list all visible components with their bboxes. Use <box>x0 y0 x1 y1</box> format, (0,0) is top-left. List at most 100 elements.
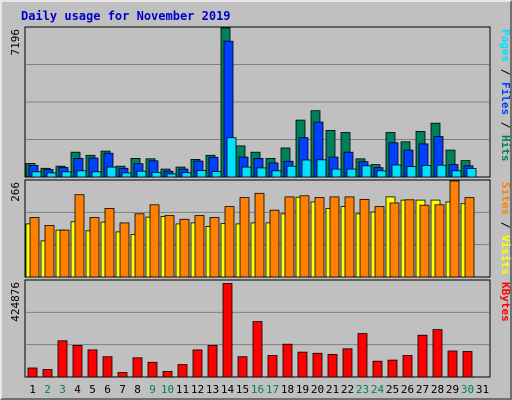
bar-kbytes-day-27 <box>417 334 428 378</box>
bar-kbytes-day-17 <box>267 355 278 378</box>
day-label-6: 6 <box>104 383 111 396</box>
legend-entry: Hits <box>499 135 512 162</box>
day-label-28: 28 <box>431 383 444 396</box>
day-label-27: 27 <box>416 383 429 396</box>
panel-visits-sites: 266 Sites / Visits <box>9 179 512 278</box>
legend-visits-sites: Sites / Visits <box>499 182 512 275</box>
day-label-7: 7 <box>119 383 126 396</box>
bar-sites-day-16 <box>254 192 265 278</box>
bar-sites-day-4 <box>74 194 85 278</box>
bar-pages-day-16 <box>256 167 267 178</box>
bar-kbytes-day-26 <box>402 355 413 378</box>
bar-sites-day-5 <box>89 217 100 278</box>
bar-sites-day-14 <box>224 206 235 278</box>
bar-sites-day-24 <box>374 206 385 278</box>
bar-kbytes-day-28 <box>432 329 443 378</box>
bar-kbytes-day-10 <box>162 370 173 378</box>
bar-sites-day-1 <box>29 217 40 278</box>
bar-pages-day-4 <box>76 170 87 178</box>
bar-pages-day-5 <box>91 171 102 178</box>
bar-sites-day-15 <box>239 197 250 278</box>
day-label-19: 19 <box>296 383 309 396</box>
bar-kbytes-day-3 <box>57 340 68 378</box>
bar-kbytes-day-14 <box>222 283 233 378</box>
bar-pages-day-30 <box>466 168 477 178</box>
bar-pages-day-10 <box>166 173 177 178</box>
bar-sites-day-17 <box>269 209 280 278</box>
bar-sites-day-27 <box>419 204 430 278</box>
bar-sites-day-12 <box>194 215 205 278</box>
day-label-14: 14 <box>221 383 235 396</box>
bar-kbytes-day-12 <box>192 349 203 378</box>
day-axis: 1 2 3 4 5 6 7 8 9 10 11 12 13 14 15 16 17 18 19 20 21 22 23 24 2… <box>29 383 489 396</box>
day-label-13: 13 <box>206 383 219 396</box>
y-max-label: 424876 <box>9 282 22 322</box>
bar-pages-day-22 <box>346 168 357 178</box>
day-label-22: 22 <box>341 383 354 396</box>
bar-pages-day-20 <box>316 159 327 178</box>
bar-kbytes-day-7 <box>117 372 128 378</box>
bar-kbytes-day-25 <box>387 359 398 378</box>
bar-kbytes-day-20 <box>312 352 323 378</box>
bar-pages-day-2 <box>46 172 57 178</box>
day-label-29: 29 <box>446 383 459 396</box>
bar-pages-day-28 <box>436 164 447 178</box>
day-label-16: 16 <box>251 383 264 396</box>
y-max-label: 266 <box>9 182 22 202</box>
day-label-21: 21 <box>326 383 339 396</box>
legend-entry: / <box>499 62 512 82</box>
bar-sites-day-20 <box>314 197 325 278</box>
bar-sites-day-13 <box>209 217 220 278</box>
day-label-31: 31 <box>476 383 489 396</box>
bar-sites-day-29 <box>449 180 460 278</box>
bar-sites-day-7 <box>119 222 130 278</box>
bar-pages-day-11 <box>181 172 192 178</box>
bar-sites-day-23 <box>359 198 370 278</box>
bar-sites-day-8 <box>134 213 145 278</box>
bar-pages-day-17 <box>271 170 282 178</box>
day-label-2: 2 <box>44 383 51 396</box>
bar-sites-day-30 <box>464 197 475 278</box>
legend-hits-files-pages: Pages / Files / Hits <box>499 29 512 162</box>
bar-pages-day-15 <box>241 166 252 178</box>
bar-kbytes-day-2 <box>42 369 53 378</box>
bar-pages-day-25 <box>391 164 402 178</box>
panel-hits-files-pages: 7196 Pages / Files / Hits <box>9 26 512 178</box>
bar-sites-day-2 <box>44 224 55 278</box>
bar-pages-day-6 <box>106 166 117 178</box>
bar-sites-day-22 <box>344 196 355 278</box>
day-label-26: 26 <box>401 383 414 396</box>
day-label-15: 15 <box>236 383 249 396</box>
bar-kbytes-day-19 <box>297 351 308 378</box>
bar-pages-day-8 <box>136 170 147 178</box>
day-label-18: 18 <box>281 383 294 396</box>
bar-pages-day-29 <box>451 170 462 178</box>
bar-sites-day-19 <box>299 195 310 278</box>
legend-kbytes: KBytes <box>499 282 512 322</box>
bar-pages-day-7 <box>121 172 132 178</box>
legend-entry: Visits <box>499 235 512 275</box>
bar-kbytes-day-8 <box>132 357 143 378</box>
bar-kbytes-day-6 <box>102 356 113 378</box>
legend-entry: KBytes <box>499 282 512 322</box>
day-label-11: 11 <box>176 383 189 396</box>
day-label-9: 9 <box>149 383 156 396</box>
bar-sites-day-9 <box>149 204 160 278</box>
bar-pages-day-12 <box>196 170 207 178</box>
bar-pages-day-23 <box>361 165 372 178</box>
bar-sites-day-26 <box>404 199 415 278</box>
bar-pages-day-14 <box>226 137 237 178</box>
bar-kbytes-day-11 <box>177 364 188 378</box>
bar-pages-day-3 <box>61 171 72 178</box>
y-max-label: 7196 <box>9 29 22 56</box>
bar-kbytes-day-4 <box>72 344 83 378</box>
bar-kbytes-day-30 <box>462 351 473 378</box>
day-label-5: 5 <box>89 383 96 396</box>
day-label-20: 20 <box>311 383 324 396</box>
day-label-24: 24 <box>371 383 385 396</box>
bar-kbytes-day-29 <box>447 350 458 378</box>
bar-pages-day-26 <box>406 166 417 178</box>
panels-layer: 7196 Pages / Files / Hits 266 Sites / Visit… <box>9 26 512 378</box>
legend-entry: Sites <box>499 182 512 215</box>
